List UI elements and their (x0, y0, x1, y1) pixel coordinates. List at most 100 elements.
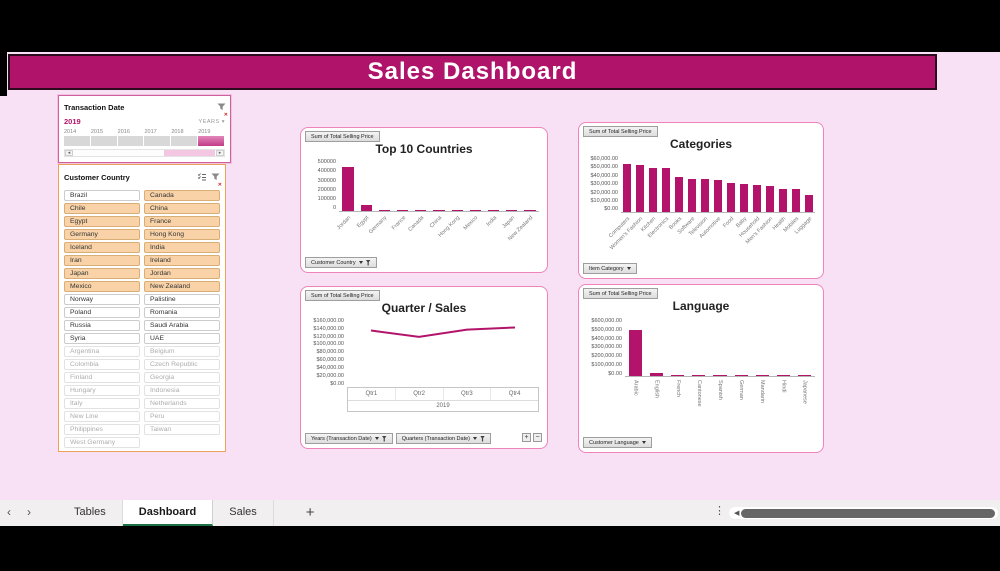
timeline-year-label: 2018 (171, 129, 184, 135)
slicer-item-canada[interactable]: Canada (144, 190, 220, 201)
slicer-item-belgium[interactable]: Belgium (144, 346, 220, 357)
plot-area (621, 157, 815, 213)
axis-field-button[interactable]: Item Category (583, 263, 637, 274)
slicer-item-czech-republic[interactable]: Czech Republic (144, 359, 220, 370)
slicer-item-new-line[interactable]: New Line (64, 411, 140, 422)
axis-field-button[interactable]: Customer Language (583, 437, 652, 448)
slicer-item-taiwan[interactable]: Taiwan (144, 424, 220, 435)
value-field-button[interactable]: Sum of Total Selling Price (583, 126, 658, 137)
slicer-item-brazil[interactable]: Brazil (64, 190, 140, 201)
slicer-item-italy[interactable]: Italy (64, 398, 140, 409)
slicer-item-philippines[interactable]: Philippines (64, 424, 140, 435)
timeline-year-segment[interactable] (90, 136, 117, 146)
x-axis-label: Arabic (632, 380, 639, 396)
timeline-year-segment[interactable] (144, 136, 171, 146)
y-tick-label: $0.00 (604, 206, 618, 213)
x-axis-label: Mexico (463, 215, 480, 232)
slicer-item-new-zealand[interactable]: New Zealand (144, 281, 220, 292)
slicer-item-russia[interactable]: Russia (64, 320, 140, 331)
bar (726, 182, 735, 212)
slicer-item-palistine[interactable]: Palistine (144, 294, 220, 305)
bar (692, 375, 706, 376)
slicer-item-saudi-arabia[interactable]: Saudi Arabia (144, 320, 220, 331)
sheet-tab-sales[interactable]: Sales (213, 500, 274, 526)
clear-filter-icon[interactable]: ✕ (217, 98, 228, 118)
axis-field-button[interactable]: Customer Country (305, 257, 377, 268)
timeline-scroll-right-icon[interactable]: ▸ (216, 150, 224, 156)
slicer-item-west-germany[interactable]: West Germany (64, 437, 140, 448)
slicer-item-indonesia[interactable]: Indonesia (144, 385, 220, 396)
bar (623, 164, 632, 212)
y-axis: 500000 400000 300000 200000 100000 0 (305, 159, 339, 212)
slicer-customer-country: Customer Country ✕ (58, 164, 226, 452)
timeline-year-segment[interactable] (117, 136, 144, 146)
slicer-item-norway[interactable]: Norway (64, 294, 140, 305)
slicer-item-chile[interactable]: Chile (64, 203, 140, 214)
clear-filter-icon[interactable]: ✕ (211, 168, 222, 188)
timeline-year-segment[interactable] (64, 136, 90, 146)
bar (415, 210, 427, 211)
slicer-item-iceland[interactable]: Iceland (64, 242, 140, 253)
slicer-item-poland[interactable]: Poland (64, 307, 140, 318)
timeline-scroll-left-icon[interactable]: ◂ (65, 150, 73, 156)
sheet-nav-right-icon[interactable]: › (27, 505, 31, 519)
y-tick-label: $300,000.00 (591, 344, 622, 351)
chart-quarter-sales: Sum of Total Selling Price Quarter / Sal… (300, 286, 548, 449)
add-sheet-button[interactable]: + (305, 504, 315, 521)
slicer-item-china[interactable]: China (144, 203, 220, 214)
timeline-year-segment[interactable] (171, 136, 198, 146)
slicer-item-mexico[interactable]: Mexico (64, 281, 140, 292)
sheet-nav-left-icon[interactable]: ‹ (7, 505, 11, 519)
sheet-tab-tables[interactable]: Tables (58, 500, 123, 526)
slicer-item-ireland[interactable]: Ireland (144, 255, 220, 266)
multi-select-icon[interactable] (197, 168, 207, 186)
bar (506, 210, 518, 211)
slicer-item-japan[interactable]: Japan (64, 268, 140, 279)
timeline-year-segment[interactable] (198, 136, 224, 146)
slicer-item-jordan[interactable]: Jordan (144, 268, 220, 279)
bar (765, 185, 774, 212)
time-level-dropdown[interactable]: YEARS ▾ (198, 118, 225, 125)
y-tick-label: $40,000.00 (316, 364, 344, 371)
more-options-icon[interactable]: ⋮ (714, 505, 725, 517)
slicer-item-iran[interactable]: Iran (64, 255, 140, 266)
quarter-labels: Qtr1 Qtr2 Qtr3 Qtr4 (348, 388, 538, 401)
x-axis-labels: Jordan Egypt Germany France Canada China Hong … (336, 214, 539, 248)
axis-field-button[interactable]: Years (Transaction Date) (305, 433, 393, 444)
collapse-field-button[interactable]: − (533, 433, 542, 442)
expand-field-button[interactable]: + (522, 433, 531, 442)
slicer-item-syria[interactable]: Syria (64, 333, 140, 344)
scroll-left-icon[interactable]: ◀ (734, 510, 740, 517)
sheet-tab-dashboard[interactable]: Dashboard (122, 500, 214, 526)
slicer-item-france[interactable]: France (144, 216, 220, 227)
y-tick-label: 0 (332, 205, 336, 212)
value-field-button[interactable]: Sum of Total Selling Price (305, 290, 380, 301)
slicer-item-peru[interactable]: Peru (144, 411, 220, 422)
slicer-item-romania[interactable]: Romania (144, 307, 220, 318)
scrollbar-thumb[interactable] (741, 508, 995, 518)
slicer-item-colombia[interactable]: Colombia (64, 359, 140, 370)
slicer-item-hong-kong[interactable]: Hong Kong (144, 229, 220, 240)
slicer-item-georgia[interactable]: Georgia (144, 372, 220, 383)
x-axis-label: Spanish (717, 380, 723, 400)
timeline-scroll-thumb[interactable] (163, 150, 215, 156)
x-axis-table: Qtr1 Qtr2 Qtr3 Qtr4 2019 (347, 387, 539, 412)
slicer-item-india[interactable]: India (144, 242, 220, 253)
slicer-item-hungary[interactable]: Hungary (64, 385, 140, 396)
slicer-item-netherlands[interactable]: Netherlands (144, 398, 220, 409)
x-axis-label: Qtr1 (348, 388, 396, 400)
slicer-item-germany[interactable]: Germany (64, 229, 140, 240)
slicer-item-finland[interactable]: Finland (64, 372, 140, 383)
horizontal-scrollbar[interactable]: ◀ (729, 507, 998, 519)
dashboard-canvas: Sales Dashboard Transaction Date ✕ 2019 … (0, 52, 1000, 500)
value-field-button[interactable]: Sum of Total Selling Price (583, 288, 658, 299)
slicer-item-argentina[interactable]: Argentina (64, 346, 140, 357)
slicer-item-uae[interactable]: UAE (144, 333, 220, 344)
bar (739, 184, 748, 212)
axis-field-button[interactable]: Quarters (Transaction Date) (395, 433, 491, 444)
timeline-scrollbar[interactable]: ◂ ▸ (64, 149, 225, 157)
value-field-button[interactable]: Sum of Total Selling Price (305, 131, 380, 142)
bar (636, 164, 645, 212)
slicer-item-egypt[interactable]: Egypt (64, 216, 140, 227)
axis-field-buttons: Years (Transaction Date) Quarters (Transa… (305, 433, 491, 444)
